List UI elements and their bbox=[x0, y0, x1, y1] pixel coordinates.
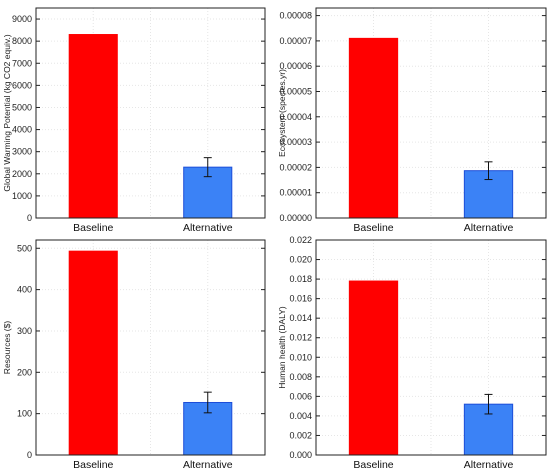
chart-panel-3: 0 100 200 300 400 500 Baseline Alternative Resou… bbox=[2, 239, 266, 471]
y-tick-label: 9000 bbox=[12, 14, 32, 24]
chart-panel-1: 0 1000 2000 3000 4000 5000 6000 7000 8000 9000 Bas… bbox=[2, 7, 266, 234]
y-tick-label: 0.00005 bbox=[279, 86, 312, 96]
y-tick-label: 0.000 bbox=[289, 450, 312, 460]
plot-frame bbox=[35, 7, 266, 219]
y-tick-label: 0.014 bbox=[289, 313, 312, 323]
y-tick-label: 0.018 bbox=[289, 274, 312, 284]
y-tick-label: 2000 bbox=[12, 169, 32, 179]
x-tick-label: Alternative bbox=[464, 459, 514, 471]
y-tick-label: 0 bbox=[27, 213, 32, 223]
x-tick-label: Baseline bbox=[353, 222, 393, 234]
y-tick-label: 0.010 bbox=[289, 352, 312, 362]
y-tick-label: 4000 bbox=[12, 125, 32, 135]
y-axis-label: Global Warming Potential (kg CO2 equiv.) bbox=[2, 34, 12, 191]
y-tick-label: 0 bbox=[27, 450, 32, 460]
bar-baseline bbox=[68, 250, 118, 456]
y-tick-label: 0.002 bbox=[289, 430, 312, 440]
bar-baseline bbox=[348, 37, 399, 219]
y-tick-label: 0.006 bbox=[289, 391, 312, 401]
y-tick-label: 300 bbox=[17, 326, 32, 336]
y-tick-label: 0.00004 bbox=[279, 112, 312, 122]
y-tick-label: 0.00001 bbox=[279, 188, 312, 198]
y-tick-label: 0.022 bbox=[289, 235, 312, 245]
y-tick-label: 0.00007 bbox=[279, 36, 312, 46]
y-tick-label: 7000 bbox=[12, 58, 32, 68]
y-tick-label: 3000 bbox=[12, 147, 32, 157]
y-axis-label: Resources ($) bbox=[2, 321, 12, 375]
x-tick-label: Baseline bbox=[73, 222, 113, 234]
y-tick-label: 400 bbox=[17, 285, 32, 295]
plot-frame bbox=[315, 239, 547, 456]
x-tick-label: Alternative bbox=[464, 222, 514, 234]
y-tick-label: 0.008 bbox=[289, 372, 312, 382]
y-tick-label: 0.00008 bbox=[279, 11, 312, 21]
plot-frame bbox=[315, 7, 547, 219]
x-tick-label: Baseline bbox=[73, 459, 113, 471]
y-tick-label: 5000 bbox=[12, 102, 32, 112]
chart-panel-2: 0.00000 0.00001 0.00002 0.00003 0.00004 0.000… bbox=[277, 7, 547, 234]
y-tick-label: 0.016 bbox=[289, 294, 312, 304]
y-tick-label: 0.00002 bbox=[279, 162, 312, 172]
y-tick-label: 500 bbox=[17, 243, 32, 253]
plot-frame bbox=[35, 239, 266, 456]
x-tick-label: Alternative bbox=[183, 222, 233, 234]
x-tick-label: Baseline bbox=[353, 459, 393, 471]
y-tick-label: 0.012 bbox=[289, 333, 312, 343]
y-tick-label: 100 bbox=[17, 409, 32, 419]
y-tick-label: 200 bbox=[17, 367, 32, 377]
y-tick-label: 0.00006 bbox=[279, 61, 312, 71]
y-tick-label: 1000 bbox=[12, 191, 32, 201]
y-axis-label: Ecosystem (species.yr) bbox=[277, 69, 287, 157]
y-tick-label: 0.020 bbox=[289, 255, 312, 265]
bar-baseline bbox=[68, 34, 118, 219]
y-tick-label: 8000 bbox=[12, 36, 32, 46]
x-tick-label: Alternative bbox=[183, 459, 233, 471]
bar-baseline bbox=[348, 280, 399, 456]
y-axis-label: Human health (DALY) bbox=[277, 306, 287, 389]
y-tick-label: 0.00003 bbox=[279, 137, 312, 147]
chart-panel-4: 0.000 0.002 0.004 0.006 0.008 0.010 0.012 0.014… bbox=[277, 235, 547, 471]
y-tick-label: 0.00000 bbox=[279, 213, 312, 223]
y-tick-label: 0.004 bbox=[289, 411, 312, 421]
y-tick-label: 6000 bbox=[12, 80, 32, 90]
